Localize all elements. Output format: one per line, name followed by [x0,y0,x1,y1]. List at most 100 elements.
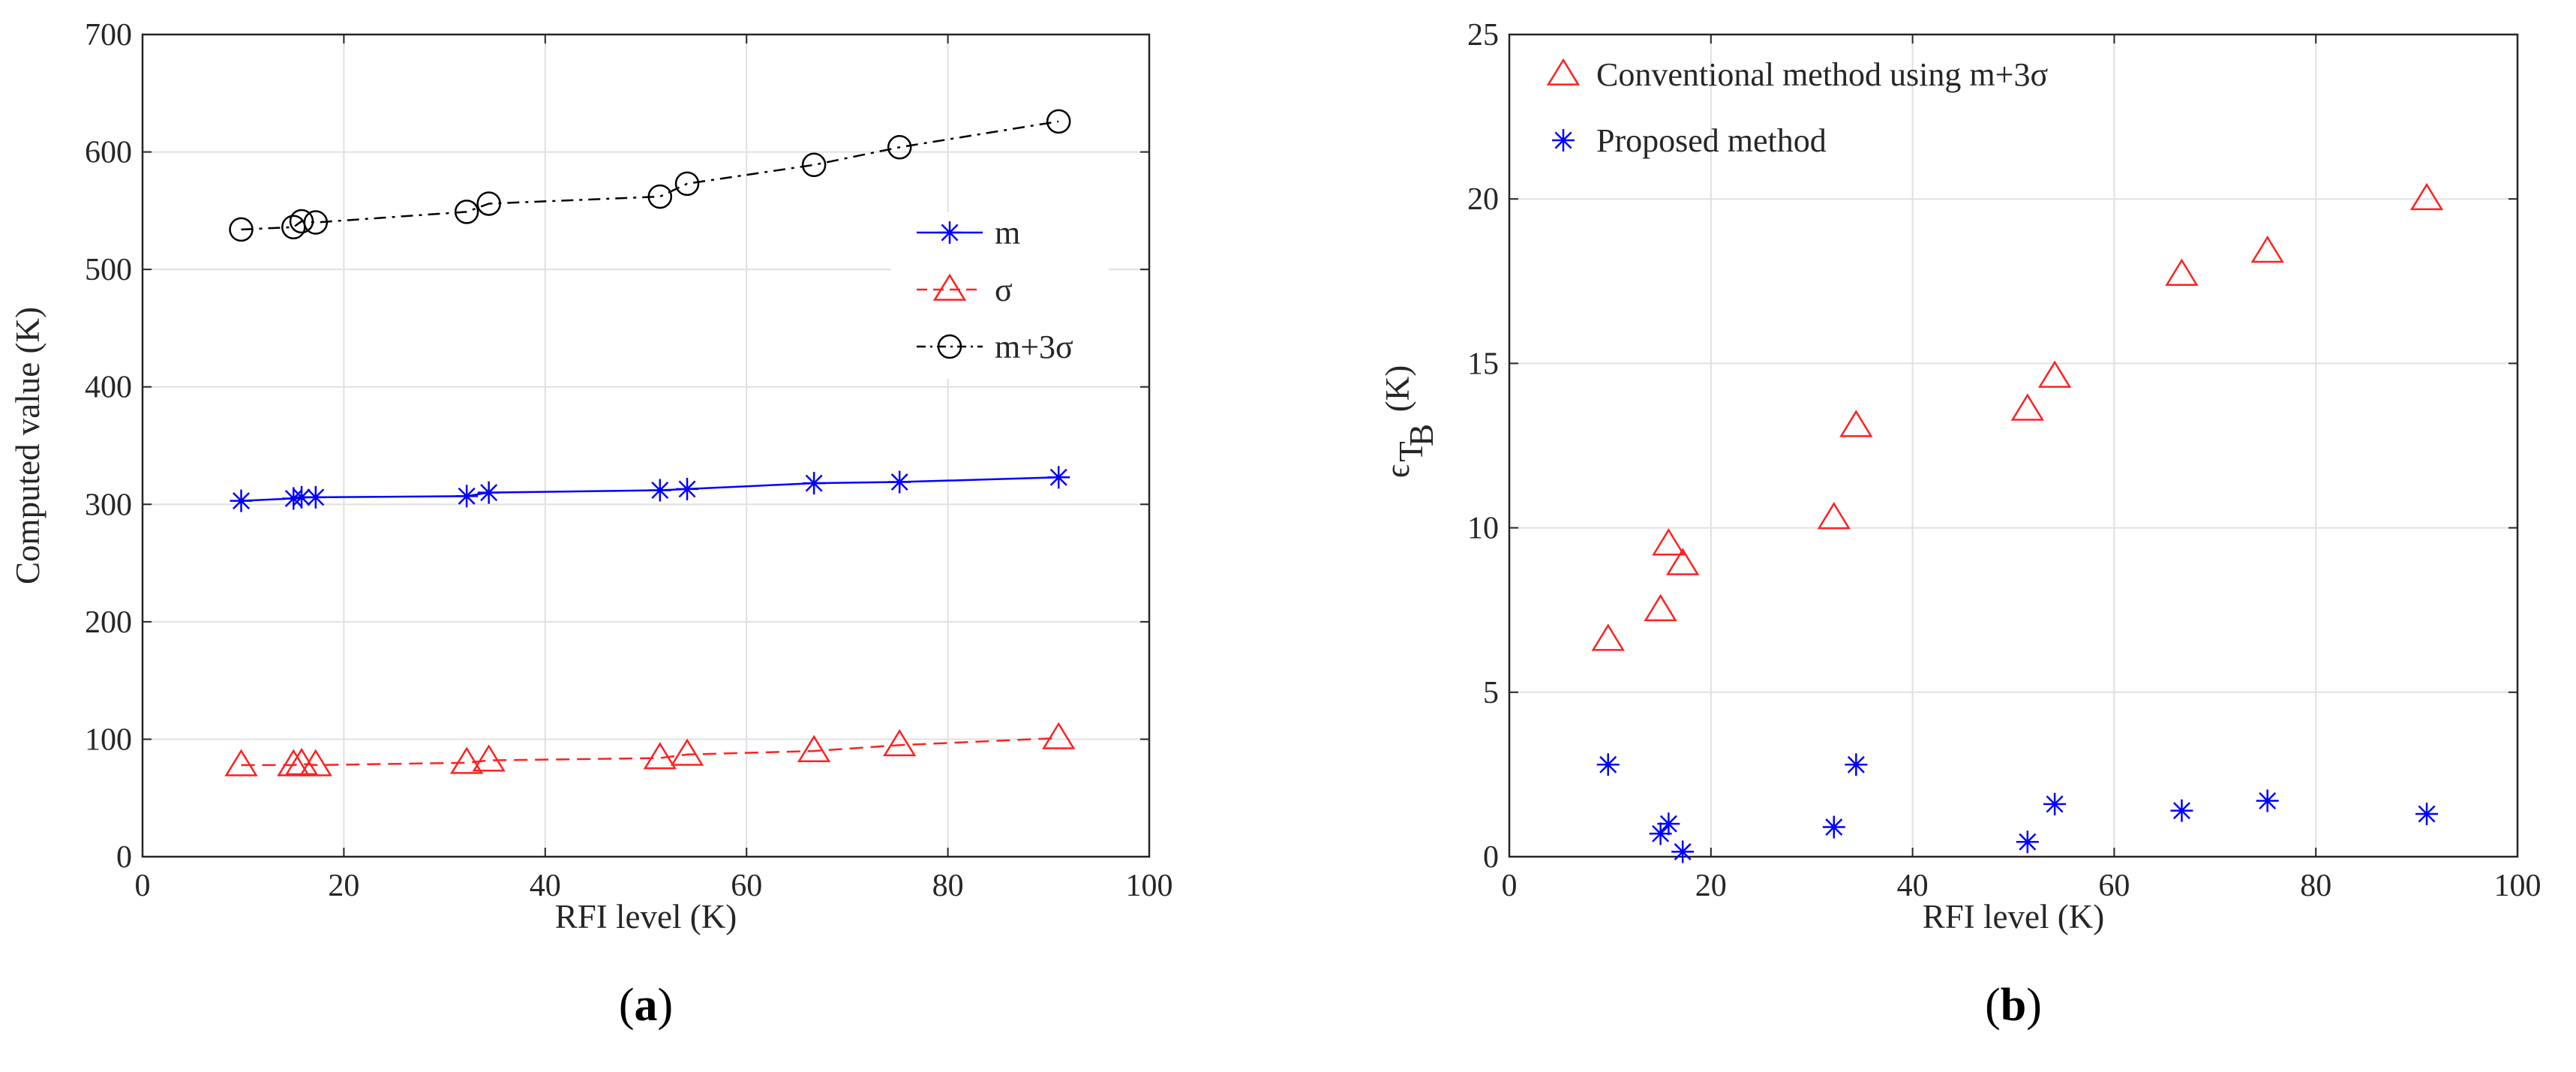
y-tick-label: 200 [85,605,132,640]
data-point [1665,548,1700,575]
data-point [2415,803,2439,826]
legend-marker [1546,58,1581,86]
y-tick-label: 600 [85,136,132,170]
x-tick-label: 60 [2098,869,2130,903]
data-point [2037,360,2072,388]
data-point [2170,799,2193,822]
data-point [289,209,314,234]
x-tick-label: 60 [731,869,762,903]
ticks-a: 0 20 40 60 80 100 0 100 200 300 400 500 600 700 [85,18,1173,903]
panel-label-a: (a) [619,980,673,1031]
y-tick-label: 500 [85,253,132,287]
legend-marker [938,221,961,244]
data-point [643,742,677,770]
x-tick-label: 0 [135,869,151,903]
y-label-sub-b: T [1392,441,1430,462]
series-circle [229,109,1071,242]
series-line [241,120,1059,231]
y-axis-label-b: ϵ T B (K) [1379,365,1440,478]
legend-marker [932,273,967,301]
data-point [887,135,912,160]
ticks-b: 0 20 40 60 80 100 0 5 10 15 20 25 [1467,18,2541,903]
panel-label-b: (b) [1985,980,2042,1031]
data-point [303,210,329,235]
data-point [2165,258,2199,286]
data-point [1042,722,1076,749]
y-label-subsub-b: B [1403,424,1440,446]
x-tick-label: 20 [328,869,359,903]
data-point [1845,753,1868,776]
y-axis-label-a: Computed value (K) [9,307,47,584]
series-triangle [1591,182,2444,651]
data-point [229,217,254,242]
legend-label: σ [995,272,1013,308]
data-point [1591,623,1625,651]
y-tick-label: 100 [85,722,132,757]
y-tick-label: 400 [85,371,132,405]
chart-panel-b: 0 20 40 60 80 100 0 5 10 15 20 25 RFI level (K) ϵ T… [1379,18,2541,1031]
y-tick-label: 0 [1483,840,1499,875]
legend-marker [1552,129,1575,152]
legend-marker [937,334,962,359]
data-point [472,744,506,772]
x-tick-label: 0 [1502,869,1518,903]
y-tick-label: 5 [1483,676,1499,710]
data-point [647,184,673,209]
y-label-unit-b: (K) [1379,365,1416,412]
data-point [803,472,826,495]
data-point [1657,812,1680,836]
data-point [883,728,917,757]
data-point [449,746,484,774]
data-point [230,489,253,512]
data-point [670,738,704,766]
x-axis-label-a: RFI level (K) [555,898,737,935]
series-line [241,476,1059,502]
data-point [477,481,500,504]
data-point [277,749,311,776]
y-tick-label: 15 [1467,347,1499,381]
series-asterisk [1596,753,2439,863]
data-point [888,470,911,494]
panel-letter-b: b [2001,980,2026,1031]
chart-panel-a: 0 20 40 60 80 100 0 100 200 300 400 500 600 700 RFI l… [9,18,1173,1031]
series-triangle [224,722,1076,776]
data-point [2010,393,2044,421]
plot-frame-a [141,33,1151,858]
series-a [224,109,1076,776]
data-point [304,485,327,509]
data-point [1652,528,1686,556]
x-tick-label: 80 [2300,869,2331,903]
data-point [648,479,671,502]
y-tick-label: 10 [1467,512,1499,546]
data-point [2016,830,2039,854]
legend-box-a [891,212,1109,379]
legend-label: Conventional method using m+3σ [1596,56,2048,93]
data-point [2409,182,2444,211]
data-point [2043,792,2067,815]
x-tick-label: 100 [1126,869,1173,903]
data-point [674,171,700,197]
grid-b [1509,35,2517,857]
x-tick-label: 20 [1695,869,1727,903]
panel-letter-a: a [635,980,658,1031]
x-tick-label: 100 [2494,869,2541,903]
data-point [299,749,333,776]
series-b [1591,182,2444,863]
series-asterisk [230,466,1070,512]
y-tick-label: 700 [85,18,132,53]
data-point [2250,235,2284,263]
y-tick-label: 0 [116,840,132,875]
data-point [1596,753,1620,776]
data-point [455,485,479,508]
data-point [2256,789,2279,812]
legend-label: Proposed method [1596,122,1827,159]
data-point [1047,466,1070,489]
data-point [1644,593,1677,622]
data-point [454,200,479,224]
y-label-symbol-b: ϵ [1379,464,1416,478]
y-tick-label: 300 [85,488,132,522]
x-tick-label: 80 [932,869,964,903]
data-point [1817,502,1851,530]
data-point [476,191,501,216]
